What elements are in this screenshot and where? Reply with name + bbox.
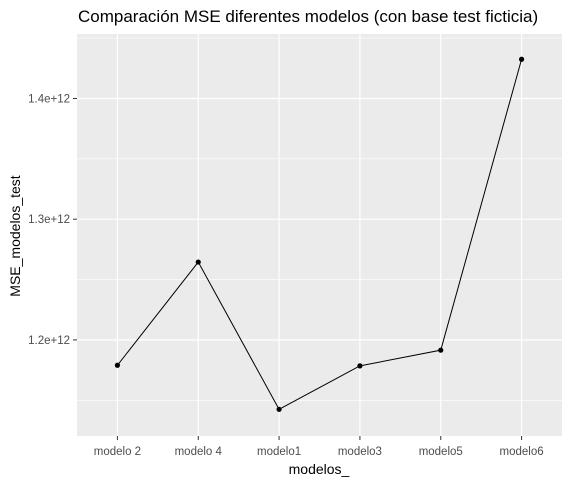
x-tick-label: modelo 4 xyxy=(175,446,223,458)
x-tick-label: modelo1 xyxy=(257,446,301,458)
data-point xyxy=(438,347,444,353)
data-point xyxy=(357,363,363,369)
data-point xyxy=(195,259,201,265)
axes: 1.2e+12 1.3e+12 1.4e+12 modelo 2 modelo 4 mod… xyxy=(28,93,544,458)
grid-lines xyxy=(77,34,562,436)
y-tick-label: 1.4e+12 xyxy=(28,93,70,105)
series-layer xyxy=(114,56,525,412)
x-axis-title: modelos_ xyxy=(289,461,350,477)
data-point xyxy=(114,362,121,368)
data-point xyxy=(276,406,282,412)
plot-panel xyxy=(77,34,562,436)
y-axis-title: MSE_modelos_test xyxy=(7,175,23,297)
x-tick-label: modelo6 xyxy=(500,446,544,458)
plot-panel-background xyxy=(77,34,562,436)
chart-title: Comparación MSE diferentes modelos (con … xyxy=(78,7,538,26)
y-tick-label: 1.2e+12 xyxy=(28,335,70,347)
x-tick-label: modelo3 xyxy=(338,446,382,458)
x-tick-label: modelo 2 xyxy=(94,446,141,458)
series-line xyxy=(117,59,523,410)
y-tick-label: 1.3e+12 xyxy=(28,214,70,226)
x-tick-label: modelo5 xyxy=(419,446,463,458)
data-point xyxy=(518,56,525,62)
